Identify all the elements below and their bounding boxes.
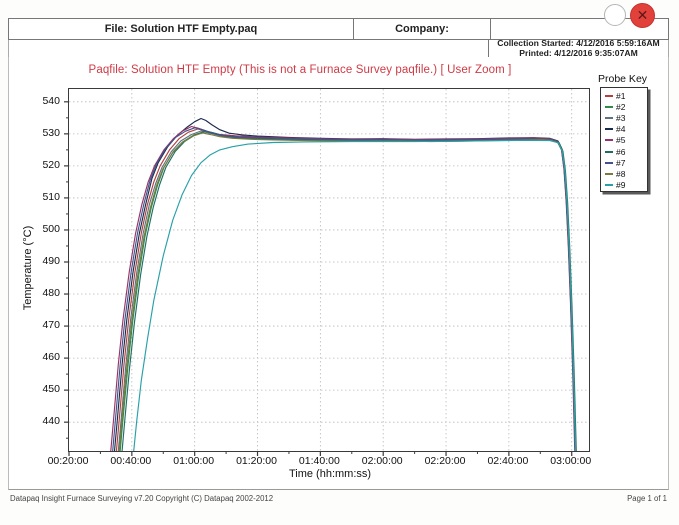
x-tick-label: 02:40:00	[487, 455, 529, 467]
y-tick-label: 450	[42, 383, 60, 396]
y-tick-label: 500	[42, 222, 60, 235]
legend-item-3: #3	[605, 112, 647, 123]
close-icon: ✕	[636, 7, 649, 23]
legend-item-label: #4	[616, 124, 626, 135]
x-tick-label: 01:40:00	[298, 455, 340, 467]
legend-item-label: #5	[616, 135, 626, 146]
y-tick-label: 470	[42, 319, 60, 332]
x-tick-label: 02:00:00	[361, 455, 403, 467]
x-tick-label: 00:20:00	[47, 455, 89, 467]
printed-label: Printed: 4/12/2016 9:35:07AM	[519, 47, 638, 58]
collection-started-label: Collection Started: 4/12/2016 5:59:16AM	[497, 38, 660, 49]
legend-color-dash	[605, 139, 613, 142]
legend-color-dash	[605, 161, 613, 164]
x-tick-label: 03:00:00	[550, 455, 592, 467]
report-subheader-row: Collection Started: 4/12/2016 5:59:16AM …	[8, 38, 669, 58]
legend-color-dash	[605, 128, 613, 131]
legend-item-8: #8	[605, 168, 647, 179]
chart-canvas	[64, 89, 589, 456]
legend-item-label: #9	[616, 180, 626, 191]
probe-series-group	[110, 117, 577, 451]
probe-curve-4	[113, 117, 577, 451]
x-axis-title: Time (hh:mm:ss)	[288, 468, 372, 480]
y-tick-label: 520	[42, 158, 60, 171]
legend-item-9: #9	[605, 180, 647, 191]
legend-item-label: #8	[616, 168, 626, 179]
legend-item-1: #1	[605, 90, 647, 101]
report-header-row: File: Solution HTF Empty.paq Company:	[8, 18, 669, 40]
y-tick-label: 510	[42, 190, 60, 203]
file-name-label: File: Solution HTF Empty.paq	[9, 19, 354, 39]
probe-curve-1	[115, 128, 576, 451]
legend-color-dash	[605, 184, 613, 187]
legend-color-dash	[605, 105, 613, 108]
probe-curve-9	[133, 139, 577, 451]
collection-info-cell: Collection Started: 4/12/2016 5:59:16AM …	[488, 38, 668, 58]
legend-color-dash	[605, 172, 613, 175]
legend-item-label: #7	[616, 157, 626, 168]
x-tick-label: 01:00:00	[173, 455, 215, 467]
x-tick-label: 01:20:00	[236, 455, 277, 467]
legend-color-dash	[605, 94, 613, 97]
probe-key-legend: #1 #2 #3 #4 #5 #6 #7 #8 #9	[600, 87, 648, 192]
y-axis-title: Temperature (°C)	[22, 225, 34, 311]
legend-item-label: #6	[616, 146, 626, 157]
footer-app-version: Datapaq Insight Furnace Surveying v7.20 …	[10, 494, 274, 503]
x-tick-label: 00:40:00	[110, 455, 152, 467]
y-tick-label: 480	[42, 287, 60, 300]
probe-curve-7	[112, 127, 576, 451]
window-circle-button[interactable]	[604, 4, 626, 26]
y-tick-label: 540	[42, 94, 60, 107]
legend-item-label: #3	[616, 112, 626, 123]
probe-curve-5	[110, 125, 576, 451]
y-tick-label: 460	[42, 351, 60, 364]
y-tick-label: 440	[42, 415, 60, 428]
y-tick-label: 490	[42, 254, 60, 267]
footer-page-number: Page 1 of 1	[627, 494, 667, 503]
probe-key-title: Probe Key	[598, 73, 648, 85]
legend-item-4: #4	[605, 124, 647, 135]
temperature-chart	[64, 88, 590, 456]
legend-item-7: #7	[605, 157, 647, 168]
legend-item-6: #6	[605, 146, 647, 157]
legend-item-label: #1	[616, 90, 626, 101]
x-tick-label: 02:20:00	[424, 455, 466, 467]
legend-item-5: #5	[605, 135, 647, 146]
legend-color-dash	[605, 150, 613, 153]
close-button[interactable]: ✕	[630, 3, 655, 28]
legend-item-label: #2	[616, 101, 626, 112]
legend-item-2: #2	[605, 101, 647, 112]
paqfile-title: Paqfile: Solution HTF Empty (This is not…	[88, 64, 512, 76]
legend-color-dash	[605, 116, 613, 119]
y-tick-label: 530	[42, 126, 60, 139]
company-label: Company:	[354, 19, 491, 39]
